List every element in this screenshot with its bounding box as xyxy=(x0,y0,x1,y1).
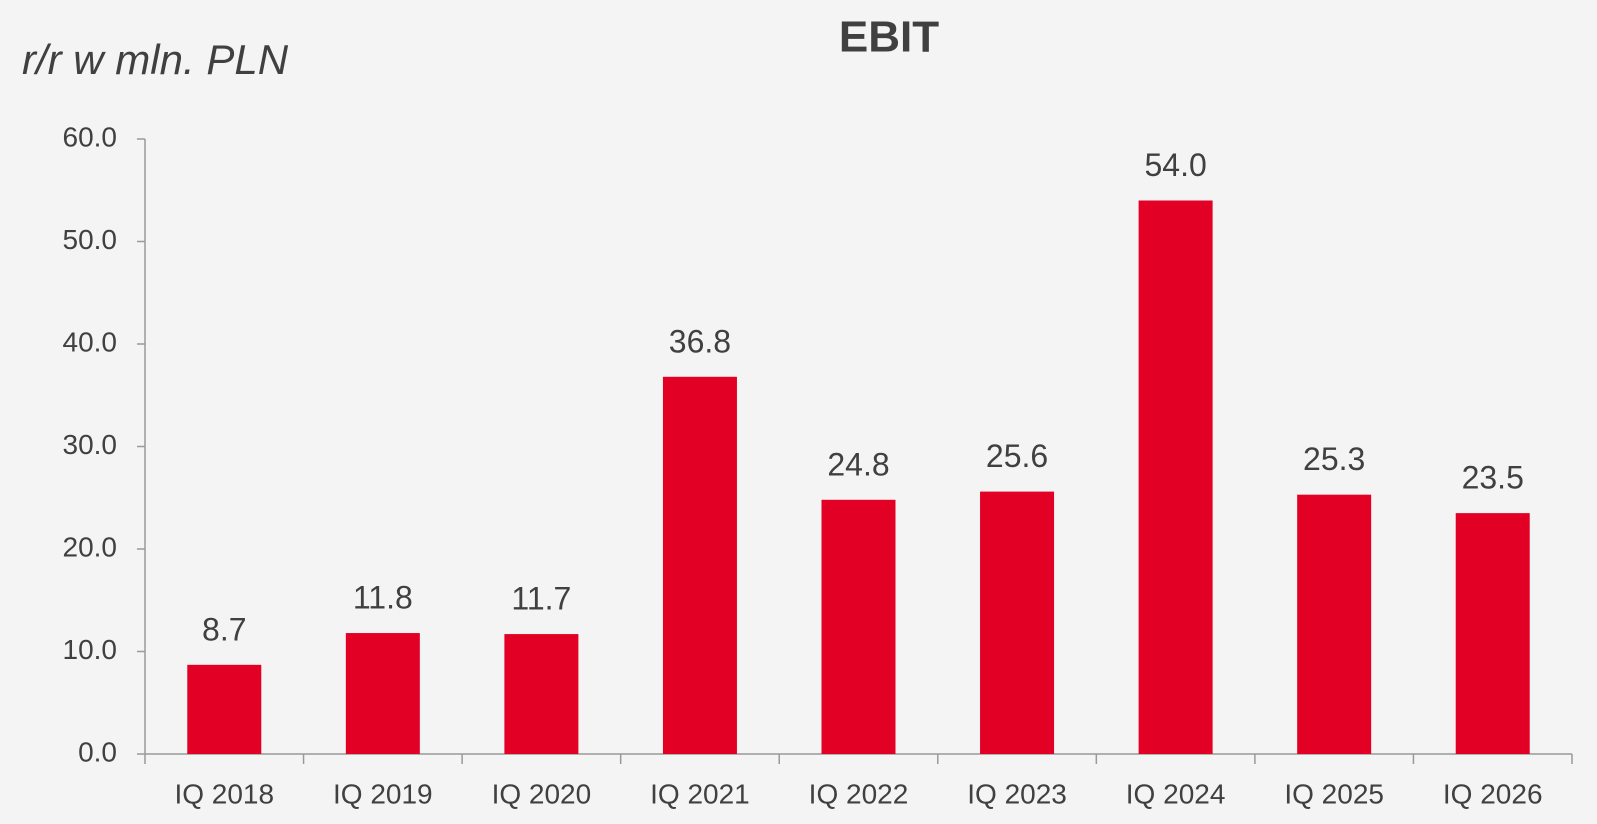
bar xyxy=(821,499,896,754)
x-tick-label: IQ 2021 xyxy=(650,778,750,809)
y-tick-label: 20.0 xyxy=(63,531,118,562)
x-tick-label: IQ 2022 xyxy=(809,778,909,809)
bar xyxy=(345,633,420,754)
data-label: 8.7 xyxy=(202,611,246,647)
y-tick-label: 60.0 xyxy=(63,121,118,152)
bar xyxy=(504,634,579,754)
x-tick-label: IQ 2025 xyxy=(1284,778,1384,809)
y-tick-label: 30.0 xyxy=(63,429,118,460)
chart-title: EBIT xyxy=(839,13,939,62)
x-tick-label: IQ 2018 xyxy=(174,778,274,809)
bar xyxy=(1138,200,1213,754)
bar xyxy=(1297,494,1372,754)
bar xyxy=(187,664,262,754)
data-label: 23.5 xyxy=(1462,460,1524,496)
y-tick-label: 0.0 xyxy=(78,736,117,767)
data-label: 25.3 xyxy=(1303,441,1365,477)
data-label: 25.6 xyxy=(986,438,1048,474)
x-tick-label: IQ 2026 xyxy=(1443,778,1543,809)
y-tick-label: 10.0 xyxy=(63,634,118,665)
y-tick-label: 40.0 xyxy=(63,326,118,357)
x-tick-label: IQ 2019 xyxy=(333,778,433,809)
data-label: 54.0 xyxy=(1144,147,1206,183)
bar xyxy=(980,491,1055,754)
bar xyxy=(662,376,737,754)
x-tick-label: IQ 2023 xyxy=(967,778,1067,809)
data-label: 11.7 xyxy=(511,581,571,617)
y-tick-label: 50.0 xyxy=(63,224,118,255)
x-tick-label: IQ 2020 xyxy=(492,778,592,809)
data-label: 36.8 xyxy=(669,323,731,359)
data-label: 11.8 xyxy=(353,580,413,616)
chart-subtitle: r/r w mln. PLN xyxy=(22,36,289,83)
bar xyxy=(1455,513,1530,754)
x-tick-label: IQ 2024 xyxy=(1126,778,1226,809)
data-label: 24.8 xyxy=(827,446,889,482)
